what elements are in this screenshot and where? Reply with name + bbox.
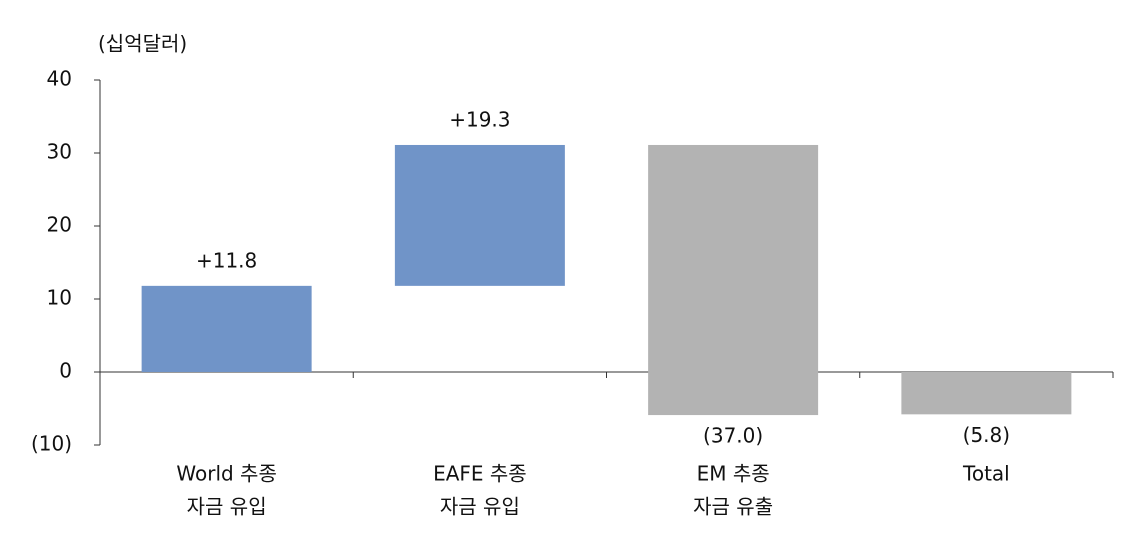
bar [394,144,565,286]
x-tick-label: 자금 유입 [187,495,267,519]
y-tick-label: (10) [31,432,72,456]
y-tick-label: 40 [47,67,72,91]
y-tick-label: 0 [59,359,72,383]
x-tick-label: 자금 유입 [440,495,520,519]
bar [141,285,312,372]
y-tick-label: 20 [47,213,72,237]
x-tick-label: 자금 유출 [693,495,773,519]
y-tick-label: 30 [47,140,72,164]
value-label: +19.3 [449,107,510,131]
y-unit-label: (십억달러) [98,32,187,56]
x-tick-label: EAFE 추종 [433,462,527,486]
x-tick-label: Total [962,462,1010,486]
x-tick-label: EM 추종 [697,462,770,486]
bar [901,372,1072,415]
y-tick-label: 10 [47,286,72,310]
value-label: +11.8 [196,248,257,272]
value-label: (5.8) [963,423,1010,447]
bar [648,144,819,416]
value-label: (37.0) [703,424,763,448]
x-tick-label: World 추종 [176,462,276,486]
